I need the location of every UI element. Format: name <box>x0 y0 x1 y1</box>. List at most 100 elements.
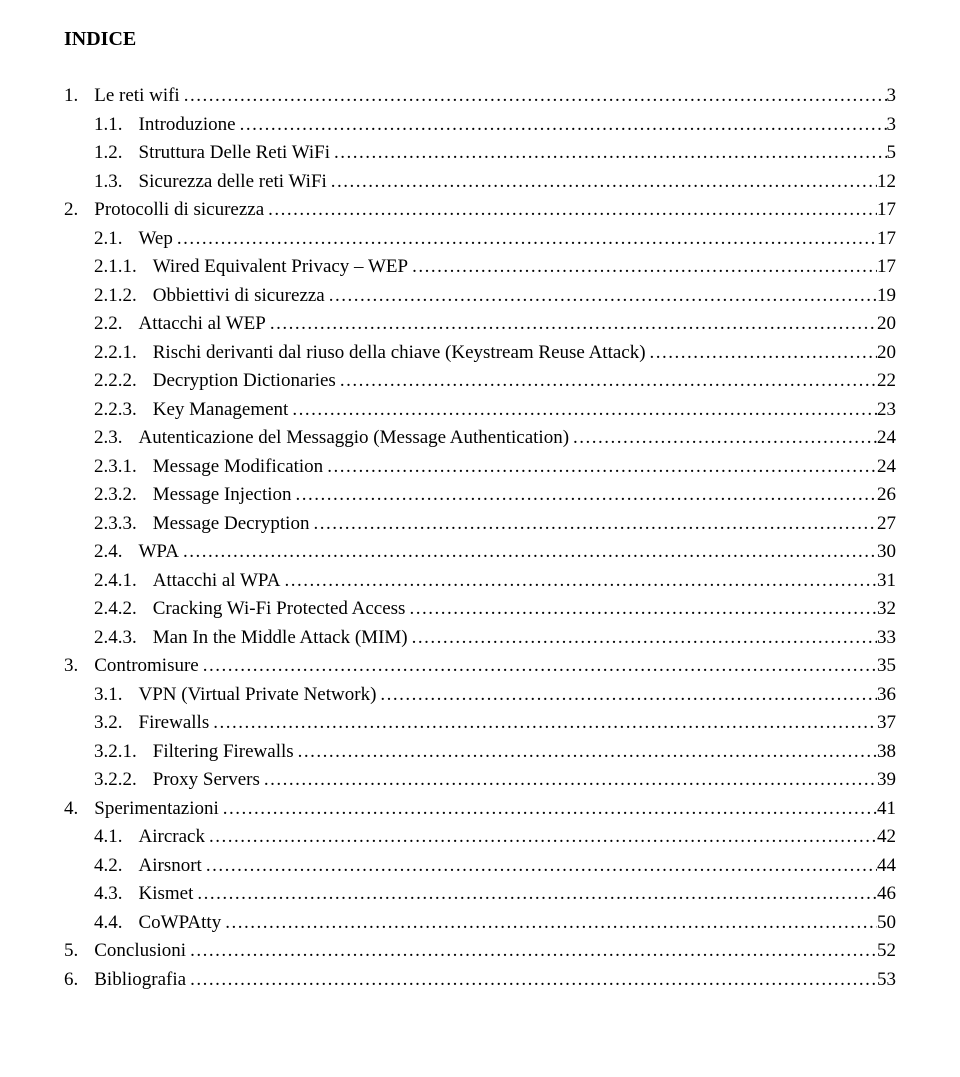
toc-entry-label: Struttura Delle Reti WiFi <box>135 139 331 168</box>
toc-leader-dots <box>376 681 877 710</box>
toc-entry-label: Message Modification <box>149 453 323 482</box>
toc-entry-page: 17 <box>877 253 896 282</box>
toc-leader-dots <box>260 766 877 795</box>
toc-entry-page: 46 <box>877 880 896 909</box>
toc-entry-page: 50 <box>877 909 896 938</box>
toc-entry: 6.Bibliografia53 <box>64 966 896 995</box>
toc-entry-number: 2.2.1. <box>94 339 137 368</box>
toc-leader-dots <box>288 396 877 425</box>
toc-entry-label: Cracking Wi-Fi Protected Access <box>149 595 406 624</box>
toc-entry-number: 3.2.2. <box>94 766 137 795</box>
toc-entry: 3.2.1. Filtering Firewalls 38 <box>64 738 896 767</box>
toc-leader-dots <box>327 168 877 197</box>
toc-entry-page: 31 <box>877 567 896 596</box>
toc-entry-page: 44 <box>877 852 896 881</box>
toc-leader-dots <box>405 595 877 624</box>
toc-entry: 2.1.1.Wired Equivalent Privacy – WEP17 <box>64 253 896 282</box>
toc-leader-dots <box>408 253 877 282</box>
toc-entry-label: Message Injection <box>149 481 292 510</box>
toc-entry-page: 27 <box>877 510 896 539</box>
toc-entry-number: 2.1. <box>94 225 123 254</box>
toc-entry-label: Bibliografia <box>90 966 186 995</box>
toc-entry: 2.3.2.Message Injection26 <box>64 481 896 510</box>
toc-entry-number: 2.4.1. <box>94 567 137 596</box>
toc-leader-dots <box>280 567 877 596</box>
toc-entry-number: 1.2. <box>94 139 123 168</box>
toc-entry-label: Contromisure <box>90 652 199 681</box>
toc-entry-number: 3.2.1. <box>94 738 137 767</box>
toc-entry: 4.1.Aircrack42 <box>64 823 896 852</box>
toc-entry-number: 3.2. <box>94 709 123 738</box>
toc-entry-number: 2.4.2. <box>94 595 137 624</box>
toc-entry-page: 35 <box>877 652 896 681</box>
toc-entry-page: 5 <box>887 139 897 168</box>
toc-entry-label: CoWPAtty <box>135 909 222 938</box>
toc-entry-page: 38 <box>877 738 896 767</box>
toc-leader-dots <box>209 709 877 738</box>
toc-entry: 3.2.2.Proxy Servers39 <box>64 766 896 795</box>
toc-leader-dots <box>323 453 877 482</box>
toc-entry: 2.4.3. Man In the Middle Attack (MIM) 33 <box>64 624 896 653</box>
toc-leader-dots <box>202 852 877 881</box>
toc-leader-dots <box>569 424 877 453</box>
toc-entry: 2.3.Autenticazione del Messaggio (Messag… <box>64 424 896 453</box>
toc-entry: 1.Le reti wifi3 <box>64 82 896 111</box>
toc-entry-page: 23 <box>877 396 896 425</box>
toc-entry-label: Man In the Middle Attack (MIM) <box>149 624 408 653</box>
toc-entry: 3.2.Firewalls37 <box>64 709 896 738</box>
toc-entry-label: Sperimentazioni <box>90 795 219 824</box>
toc-entry-label: Filtering Firewalls <box>149 738 294 767</box>
toc-entry: 2.4.1. Attacchi al WPA 31 <box>64 567 896 596</box>
toc-entry: 2.4.2.Cracking Wi-Fi Protected Access32 <box>64 595 896 624</box>
toc-entry-label: Attacchi al WEP <box>135 310 266 339</box>
toc-entry-number: 2.2. <box>94 310 123 339</box>
toc-leader-dots <box>219 795 877 824</box>
toc-leader-dots <box>330 139 886 168</box>
toc-entry-page: 53 <box>877 966 896 995</box>
toc-entry-label: Key Management <box>149 396 289 425</box>
toc-leader-dots <box>408 624 877 653</box>
toc-leader-dots <box>336 367 877 396</box>
toc-leader-dots <box>180 82 887 111</box>
toc-entry-page: 3 <box>887 111 897 140</box>
toc-entry-page: 39 <box>877 766 896 795</box>
toc-entry-label: Obbiettivi di sicurezza <box>149 282 325 311</box>
toc-entry-page: 26 <box>877 481 896 510</box>
toc-entry-number: 1.3. <box>94 168 123 197</box>
toc-entry: 4.4.CoWPAtty50 <box>64 909 896 938</box>
toc-leader-dots <box>186 937 877 966</box>
toc-leader-dots <box>646 339 877 368</box>
toc-entry-number: 4.2. <box>94 852 123 881</box>
toc-entry-number: 3.1. <box>94 681 123 710</box>
toc-entry-number: 1.1. <box>94 111 123 140</box>
toc-entry-page: 52 <box>877 937 896 966</box>
toc-entry-label: VPN (Virtual Private Network) <box>135 681 377 710</box>
toc-entry-label: Conclusioni <box>90 937 186 966</box>
toc-leader-dots <box>221 909 877 938</box>
toc-entry: 2.3.1.Message Modification24 <box>64 453 896 482</box>
toc-entry-number: 4. <box>64 795 78 824</box>
toc-entry-label: Airsnort <box>135 852 202 881</box>
toc-entry-page: 17 <box>877 196 896 225</box>
toc-entry: 2.2.3. Key Management 23 <box>64 396 896 425</box>
toc-entry-number: 2.1.2. <box>94 282 137 311</box>
toc-entry: 2.2.Attacchi al WEP20 <box>64 310 896 339</box>
toc-entry-page: 33 <box>877 624 896 653</box>
toc-entry-number: 2.2.3. <box>94 396 137 425</box>
toc-entry-number: 2.4.3. <box>94 624 137 653</box>
toc-entry-label: Wep <box>135 225 173 254</box>
toc-entry: 2.1. Wep 17 <box>64 225 896 254</box>
toc-entry-number: 1. <box>64 82 78 111</box>
toc-entry-label: Attacchi al WPA <box>149 567 281 596</box>
toc-entry-label: Sicurezza delle reti WiFi <box>135 168 327 197</box>
toc-leader-dots <box>264 196 877 225</box>
toc-leader-dots <box>236 111 887 140</box>
toc-entry-page: 24 <box>877 453 896 482</box>
toc-entry-label: Aircrack <box>135 823 205 852</box>
toc-entry-number: 2.1.1. <box>94 253 137 282</box>
toc-entry-label: Introduzione <box>135 111 236 140</box>
toc-leader-dots <box>199 652 877 681</box>
toc-entry-page: 17 <box>877 225 896 254</box>
toc-entry-page: 41 <box>877 795 896 824</box>
toc-entry-number: 4.1. <box>94 823 123 852</box>
